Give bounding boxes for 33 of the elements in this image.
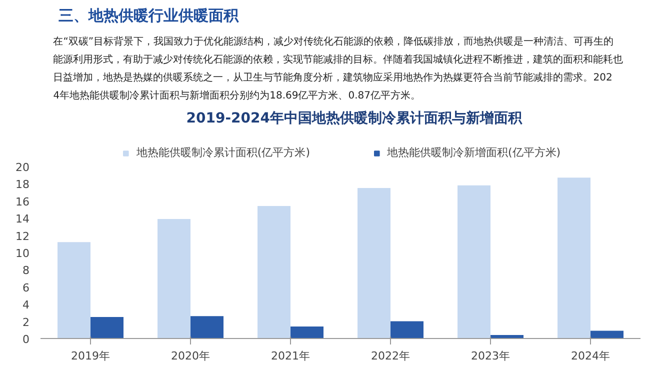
y-tick-label: 14 — [16, 212, 30, 226]
y-tick-label: 6 — [22, 281, 30, 294]
bar — [458, 185, 490, 338]
y-tick-label: 8 — [22, 264, 30, 278]
bar — [590, 330, 624, 338]
x-tick-label: 2023年 — [471, 350, 510, 362]
x-tick-label: 2024年 — [571, 350, 610, 362]
y-tick-label: 16 — [16, 195, 30, 208]
y-tick-label: 12 — [16, 230, 30, 243]
x-tick-label: 2019年 — [71, 350, 110, 362]
y-tick-label: 10 — [16, 247, 30, 260]
y-tick-label: 20 — [16, 161, 30, 174]
y-tick-label: 18 — [16, 178, 30, 192]
bar — [190, 316, 224, 338]
x-tick-label: 2022年 — [371, 350, 410, 362]
bar — [358, 188, 390, 338]
chart-subtitle: 在“双碳”目标背景下，我国致力于优化能源结构，减少对传统化石能源的依赖，降低碳排放，而地热供暖是一种清洁、可再生的能源利用形式，有助于减少对传统化石能源的依赖，实现节能减排的目标。伴随着我国城镇化进程不断推进，建筑的面积和能耗也日益增加，地热是热媒的供暖系统之一，从卫生与节能角度分析，建筑物应采用地热作为热媒更符合当前节能减排的需求。2024年地热能供暖制冷累计面积与新增面积分别约为18.69亿平方米、0.87亿平方米。 — [53, 36, 624, 102]
x-tick-label: 2021年 — [271, 350, 310, 362]
bar — [58, 242, 90, 338]
chart-title: 2019-2024年中国地热供暖制冷累计面积与新增面积 — [186, 110, 524, 126]
bar — [158, 218, 190, 338]
bar — [90, 317, 124, 338]
legend-label: 地热能供暖制冷累计面积(亿平方米) — [136, 145, 310, 160]
x-tick-label: 2020年 — [171, 350, 210, 362]
y-tick-label: 0 — [22, 333, 30, 346]
y-tick-label: 4 — [22, 298, 30, 312]
bar — [558, 178, 590, 338]
text: 三、地热供暖行业供暖面积 — [58, 6, 240, 24]
bar — [390, 321, 424, 338]
bar — [290, 326, 324, 338]
y-tick-label: 2 — [22, 316, 30, 329]
bar — [258, 206, 290, 338]
legend-label: 地热能供暖制冷新增面积(亿平方米) — [387, 145, 561, 160]
